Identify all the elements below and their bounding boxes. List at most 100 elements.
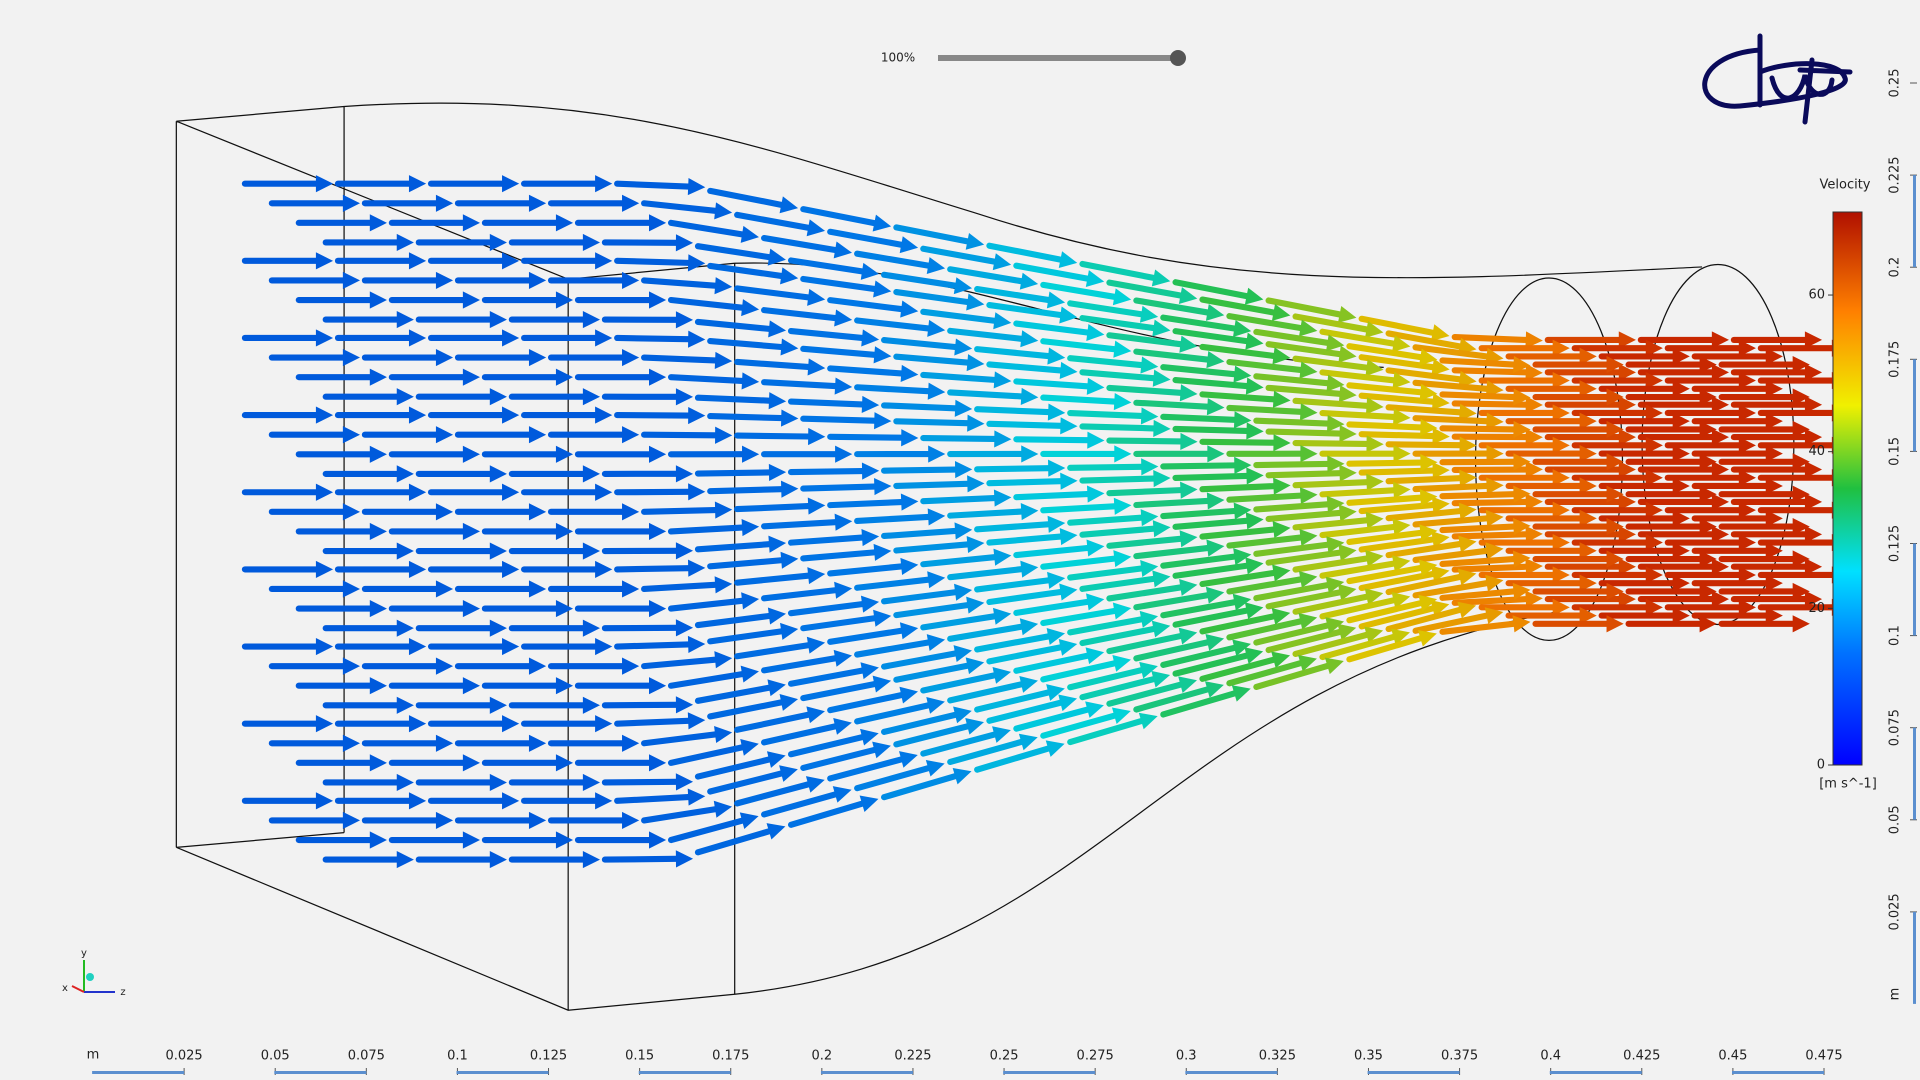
arrow-shaft [920, 731, 998, 757]
arrow-head [1233, 365, 1252, 383]
arrow-head [688, 406, 706, 425]
arrow-head [900, 493, 919, 511]
arrow-head [1365, 550, 1384, 567]
arrow-head [899, 686, 919, 704]
arrow-head [462, 291, 481, 309]
arrow-shaft [1199, 343, 1277, 359]
arrow-shaft [787, 398, 866, 408]
arrow-shaft [1253, 501, 1331, 513]
arrow-shaft [920, 434, 998, 443]
arrow-head [954, 461, 973, 479]
arrow-shaft [734, 572, 812, 586]
arrow-shaft [1160, 553, 1238, 569]
arrow-head [1552, 566, 1570, 584]
arrow-head [714, 725, 733, 743]
arrow-shaft [854, 576, 932, 591]
zoom-knob[interactable] [1170, 50, 1186, 66]
arrow-shaft [1358, 570, 1436, 592]
arrow-head [582, 311, 601, 329]
arrow-head [739, 812, 759, 829]
arrow-head [1765, 477, 1783, 495]
arrow-head [1271, 607, 1291, 625]
arrow-shaft [1226, 576, 1304, 595]
arrow-shaft [1079, 475, 1157, 484]
arrow-head [1672, 477, 1690, 495]
arrow-head [1113, 340, 1132, 358]
arrow-head [1804, 525, 1823, 543]
arrow-head [1151, 269, 1171, 287]
arrow-head [1047, 571, 1066, 589]
arrow-shaft [1292, 517, 1370, 531]
arrow-shaft [1265, 384, 1343, 397]
arrow-head [1418, 594, 1438, 612]
arrow-shaft [881, 589, 959, 605]
arrow-head [1672, 347, 1690, 365]
arrow-head [780, 551, 799, 569]
arrow-head [648, 677, 667, 695]
arrow-head [780, 409, 799, 427]
arrow-shaft [1358, 467, 1436, 476]
arrow-head [1512, 582, 1531, 600]
arrow-head [528, 811, 547, 829]
arrow-head [1392, 481, 1411, 499]
arrow-shaft [986, 588, 1064, 606]
arrow-head [834, 377, 853, 395]
arrow-shaft [1358, 536, 1436, 553]
arrow-head [1206, 492, 1225, 510]
arrow-shaft [1358, 501, 1436, 515]
ruler-label: 0.05 [261, 1049, 290, 1064]
arrow-shaft [1013, 320, 1091, 336]
arrow-head [779, 196, 799, 214]
arrow-shaft [881, 337, 959, 351]
arrow-head [926, 257, 946, 275]
arrow-head [622, 194, 640, 212]
arrow-shaft [641, 731, 719, 747]
arrow-head [1513, 420, 1531, 438]
arrow-head [648, 600, 667, 618]
arrow-shaft [827, 297, 905, 313]
arrow-head [1232, 320, 1252, 337]
arrow-head [528, 734, 547, 752]
arrow-shaft [641, 581, 719, 593]
arrow-head [1393, 408, 1411, 426]
arrow-shaft [667, 671, 746, 689]
arrow-head [1326, 334, 1345, 352]
legend-tick-label: 40 [1808, 444, 1825, 459]
arrow-head [780, 480, 799, 498]
arrow-shaft [800, 415, 878, 424]
arrow-head [992, 667, 1012, 684]
arrow-head [808, 427, 826, 446]
arrow-head [1525, 331, 1543, 349]
arrow-head [859, 795, 879, 812]
arrow-shaft [986, 478, 1064, 487]
arrow-head [1618, 525, 1636, 543]
arrow-shaft [974, 406, 1052, 416]
arrow-head [1804, 460, 1823, 479]
arrow-head [502, 329, 520, 347]
arrow-head [1525, 363, 1543, 381]
arrow-head [861, 462, 880, 480]
arrow-head [342, 348, 361, 367]
arrow-shaft [1385, 475, 1463, 485]
arrow-head [1459, 469, 1477, 487]
arrow-shaft [694, 756, 773, 780]
arrow-head [622, 271, 640, 289]
ruler-label: 0.15 [625, 1049, 654, 1064]
arrow-shaft [1067, 565, 1145, 581]
arrow-head [1699, 356, 1717, 374]
arrow-head [1485, 509, 1504, 527]
arrow-head [1420, 453, 1438, 472]
arrow-head [861, 329, 880, 347]
arrow-shaft [707, 486, 785, 495]
arrow-head [582, 388, 601, 406]
arrow-shaft [920, 245, 998, 265]
ruler-label: 0.025 [165, 1049, 202, 1064]
arrow-head [1711, 396, 1729, 414]
arrow-shaft [1013, 378, 1091, 390]
arrow-head [1512, 550, 1531, 568]
arrow-head [582, 233, 601, 252]
arrow-shaft [614, 180, 692, 190]
arrow-shaft [1412, 547, 1490, 563]
arrow-head [1113, 392, 1132, 411]
arrow-head [834, 513, 853, 531]
